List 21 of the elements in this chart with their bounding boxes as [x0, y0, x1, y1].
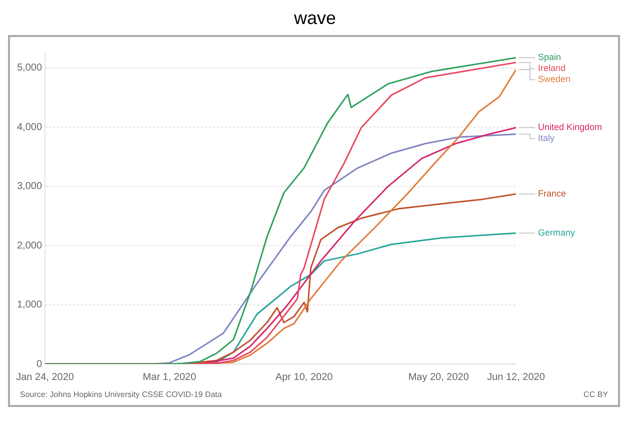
- y-tick-label: 3,000: [16, 181, 42, 192]
- y-tick-label: 2,000: [16, 240, 42, 252]
- x-tick-label: Jan 24, 2020: [16, 372, 74, 383]
- source-note: Source: Johns Hopkins University CSSE COVID-19 Data: [20, 390, 222, 399]
- text: Spain: [538, 52, 562, 62]
- y-tick-label: 5,000: [16, 62, 42, 74]
- text: United Kingdom: [538, 122, 602, 132]
- x-tick-label: Jun 12, 2020: [487, 372, 546, 383]
- text: Italy: [538, 133, 556, 144]
- x-tick-label: May 20, 2020: [408, 372, 470, 383]
- x-tick-label: Mar 1, 2020: [142, 372, 197, 383]
- y-tick-label: 0: [36, 358, 42, 370]
- x-tick-label: Apr 10, 2020: [275, 372, 334, 383]
- text: Germany: [538, 228, 576, 238]
- text: Sweden: [538, 74, 571, 84]
- text: CC BY: [584, 390, 608, 399]
- text: Ireland: [538, 63, 566, 74]
- y-tick-label: 4,000: [16, 122, 42, 133]
- y-tick-label: 1,000: [16, 300, 42, 311]
- chart-title: wave: [292, 8, 338, 29]
- text: France: [538, 188, 566, 198]
